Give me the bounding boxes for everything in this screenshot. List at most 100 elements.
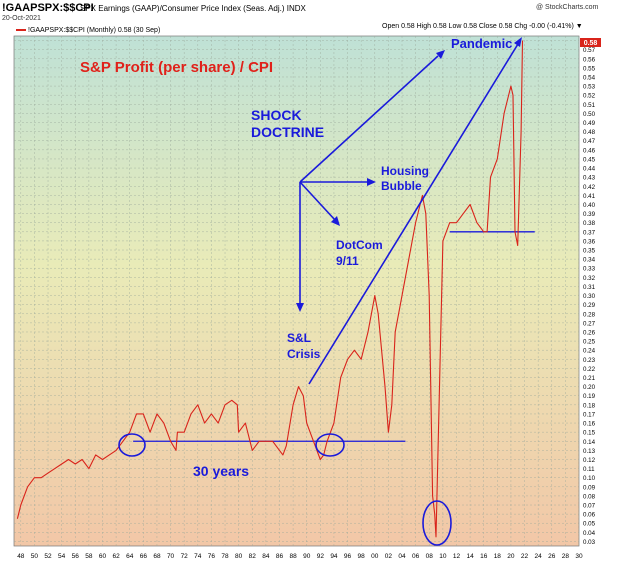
y-tick-label: 0.41 — [583, 193, 596, 200]
last-value-label: 0.58 — [584, 40, 598, 47]
y-tick-label: 0.18 — [583, 402, 596, 409]
y-tick-label: 0.51 — [583, 102, 596, 109]
y-tick-label: 0.48 — [583, 129, 596, 136]
y-tick-label: 0.13 — [583, 448, 596, 455]
y-tick-label: 0.26 — [583, 329, 596, 336]
x-tick-label: 16 — [480, 553, 488, 560]
trend-line-pandemic — [308, 43, 519, 385]
y-axis: 0.03 0.04 0.05 0.06 0.07 0.08 0.09 0.10 0.11 0.12… — [583, 38, 596, 546]
x-tick-label: 98 — [358, 553, 366, 560]
y-tick-label: 0.24 — [583, 348, 596, 355]
arrow-sl-head — [296, 303, 304, 312]
annotation-dotcom-1: DotCom — [336, 238, 383, 252]
x-tick-label: 60 — [99, 553, 107, 560]
y-tick-label: 0.07 — [583, 503, 596, 510]
x-tick-label: 94 — [330, 553, 338, 560]
series-line — [16, 40, 524, 538]
x-tick-label: 06 — [412, 553, 420, 560]
x-tick-label: 68 — [153, 553, 161, 560]
y-tick-label: 0.40 — [583, 202, 596, 209]
x-tick-label: 48 — [17, 553, 25, 560]
chart-annotation-title: S&P Profit (per share) / CPI — [80, 59, 273, 76]
annotation-shock-1: SHOCK — [251, 107, 302, 123]
y-tick-label: 0.55 — [583, 65, 596, 72]
x-tick-label: 26 — [548, 553, 556, 560]
x-tick-label: 70 — [167, 553, 175, 560]
y-tick-label: 0.42 — [583, 184, 596, 191]
x-tick-label: 18 — [494, 553, 502, 560]
arrow-pandemic-head — [436, 50, 445, 59]
x-tick-label: 56 — [72, 553, 80, 560]
y-tick-label: 0.34 — [583, 257, 596, 264]
y-tick-label: 0.53 — [583, 84, 596, 91]
y-tick-label: 0.19 — [583, 393, 596, 400]
x-tick-label: 14 — [466, 553, 474, 560]
x-tick-label: 84 — [262, 553, 270, 560]
y-tick-label: 0.11 — [583, 466, 595, 473]
x-tick-label: 90 — [303, 553, 311, 560]
x-tick-label: 82 — [249, 553, 257, 560]
arrow-dotcom — [299, 181, 336, 221]
ohlc-readout: Open 0.58 High 0.58 Low 0.58 Close 0.58 … — [382, 23, 583, 30]
y-tick-label: 0.57 — [583, 47, 596, 54]
x-tick-label: 78 — [221, 553, 229, 560]
y-tick-label: 0.27 — [583, 320, 596, 327]
x-tick-label: 62 — [112, 553, 120, 560]
x-tick-label: 72 — [181, 553, 189, 560]
annotation-arrows — [296, 37, 522, 385]
x-tick-label: 64 — [126, 553, 134, 560]
y-tick-label: 0.31 — [583, 284, 596, 291]
x-tick-label: 10 — [439, 553, 447, 560]
x-tick-label: 50 — [31, 553, 39, 560]
legend-label: !GAAPSPX:$$CPI (Monthly) 0.58 (30 Sep) — [28, 27, 161, 34]
x-tick-label: 58 — [85, 553, 93, 560]
y-tick-label: 0.15 — [583, 430, 596, 437]
y-tick-label: 0.56 — [583, 56, 596, 63]
y-tick-label: 0.44 — [583, 166, 596, 173]
x-tick-label: 54 — [58, 553, 66, 560]
series-legend: !GAAPSPX:$$CPI (Monthly) 0.58 (30 Sep) — [16, 27, 160, 34]
x-tick-label: 12 — [453, 553, 461, 560]
x-tick-label: 80 — [235, 553, 243, 560]
y-tick-label: 0.21 — [583, 375, 596, 382]
x-tick-label: 66 — [140, 553, 148, 560]
y-tick-label: 0.05 — [583, 521, 596, 528]
x-tick-label: 88 — [289, 553, 297, 560]
x-tick-label: 28 — [562, 553, 570, 560]
y-tick-label: 0.45 — [583, 156, 596, 163]
x-tick-label: 86 — [276, 553, 284, 560]
y-tick-label: 0.28 — [583, 311, 596, 318]
highlight-circles — [118, 433, 452, 546]
x-tick-label: 74 — [194, 553, 202, 560]
y-tick-label: 0.47 — [583, 138, 596, 145]
y-tick-label: 0.09 — [583, 484, 596, 491]
x-tick-label: 00 — [371, 553, 379, 560]
circle-1993 — [315, 433, 345, 457]
plot-background — [13, 35, 580, 547]
x-tick-label: 52 — [44, 553, 52, 560]
circle-2009 — [422, 500, 452, 546]
y-tick-label: 0.12 — [583, 457, 596, 464]
y-tick-label: 0.29 — [583, 302, 596, 309]
annotation-shock-2: DOCTRINE — [251, 124, 324, 140]
y-tick-label: 0.43 — [583, 175, 596, 182]
y-tick-label: 0.23 — [583, 357, 596, 364]
annotation-housing-2: Bubble — [381, 179, 422, 193]
y-tick-label: 0.20 — [583, 384, 596, 391]
x-tick-label: 30 — [575, 553, 583, 560]
chart-symbol: !GAAPSPX:$$CPI — [2, 2, 94, 14]
y-tick-label: 0.06 — [583, 512, 596, 519]
y-tick-label: 0.04 — [583, 530, 596, 537]
y-tick-label: 0.35 — [583, 248, 596, 255]
grid-lines — [14, 36, 580, 546]
y-tick-label: 0.22 — [583, 366, 596, 373]
x-tick-label: 76 — [208, 553, 216, 560]
annotation-housing-1: Housing — [381, 164, 429, 178]
annotation-sl-2: Crisis — [287, 347, 321, 361]
x-tick-label: 24 — [535, 553, 543, 560]
y-tick-label: 0.17 — [583, 411, 596, 418]
y-tick-label: 0.39 — [583, 211, 596, 218]
y-tick-label: 0.03 — [583, 539, 596, 546]
y-tick-label: 0.46 — [583, 147, 596, 154]
